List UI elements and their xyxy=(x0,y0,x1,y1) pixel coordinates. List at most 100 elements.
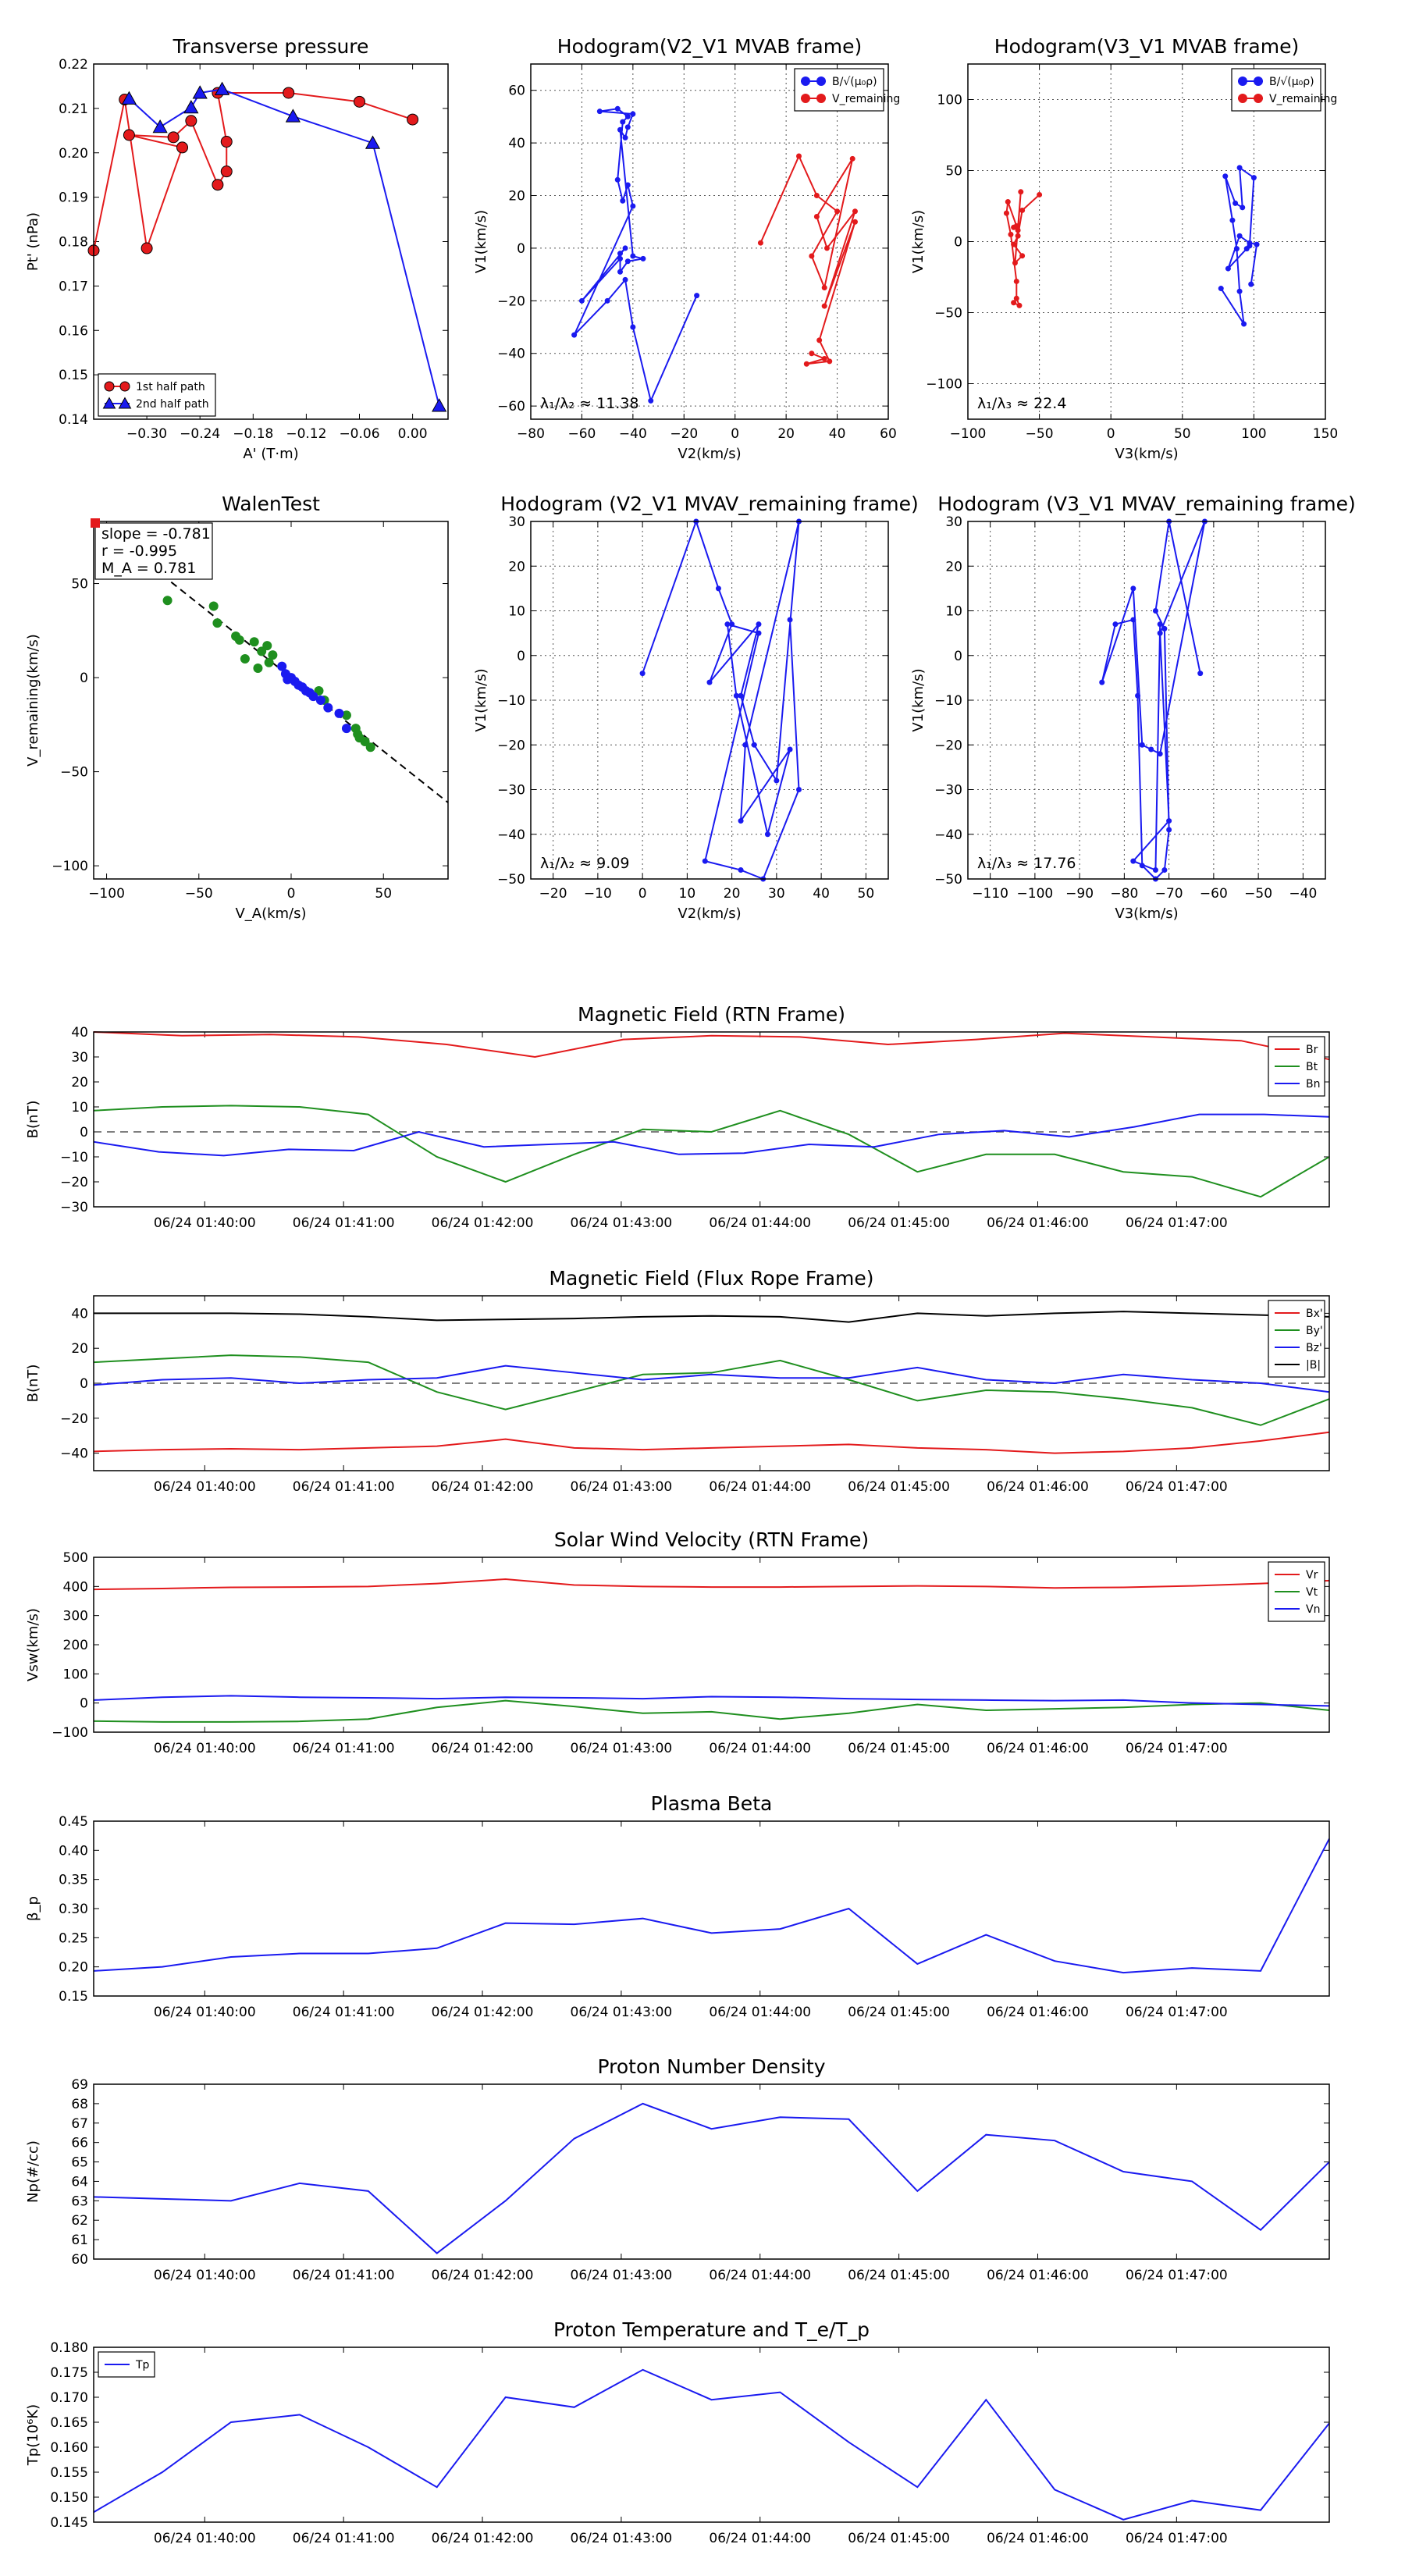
chart-walen: WalenTest −100 −50 0 50 −100 −50 0 50 V_A(km/s) V_… xyxy=(25,493,449,922)
x-tick-label: −0.30 xyxy=(126,426,167,442)
eigenvalue-ratio: λ₁/λ₃ ≈ 22.4 xyxy=(977,395,1066,412)
x-tick-label: 06/24 01:47:00 xyxy=(1126,2005,1228,2020)
y-tick-label: −20 xyxy=(934,738,962,753)
data-point xyxy=(1130,585,1136,592)
data-point xyxy=(706,679,713,685)
x-tick-label: 06/24 01:43:00 xyxy=(571,2268,673,2283)
eigenvalue-ratio: λ₁/λ₃ ≈ 17.76 xyxy=(977,855,1076,872)
y-tick-label: 20 xyxy=(508,559,525,575)
data-point xyxy=(622,245,628,251)
data-point xyxy=(809,350,815,357)
series-line-Bt xyxy=(93,1105,1330,1198)
clipped-marker xyxy=(91,518,100,528)
x-tick-label: −60 xyxy=(1200,886,1228,902)
y-tick-label: −20 xyxy=(60,1175,88,1190)
y-tick-label: 0.20 xyxy=(59,1960,88,1976)
data-point xyxy=(639,671,646,677)
y-tick-label: −30 xyxy=(60,1200,88,1215)
data-point xyxy=(1236,233,1243,239)
data-point xyxy=(1250,175,1257,181)
data-point xyxy=(1003,210,1009,216)
x-tick-label: 06/24 01:46:00 xyxy=(987,1479,1089,1495)
y-tick-label: −100 xyxy=(52,1725,88,1741)
data-point xyxy=(1130,858,1136,864)
x-tick-label: 06/24 01:45:00 xyxy=(848,2531,950,2546)
data-point xyxy=(1236,165,1243,171)
x-tick-label: −0.12 xyxy=(286,426,326,442)
data-point xyxy=(1240,205,1246,211)
x-tick-label: 06/24 01:41:00 xyxy=(293,1215,395,1231)
x-tick-label: 06/24 01:42:00 xyxy=(432,2268,534,2283)
y-tick-label: 200 xyxy=(63,1638,88,1653)
x-tick-label: 06/24 01:44:00 xyxy=(709,1741,811,1756)
x-tick-label: −90 xyxy=(1065,886,1094,902)
data-point xyxy=(1019,207,1026,213)
y-tick-label: 0.155 xyxy=(50,2465,88,2481)
data-point xyxy=(121,91,137,105)
data-point xyxy=(742,742,749,748)
x-tick-label: 06/24 01:43:00 xyxy=(571,1741,673,1756)
data-point xyxy=(738,818,744,824)
x-tick-label: 06/24 01:42:00 xyxy=(432,1479,534,1495)
data-point xyxy=(596,109,603,115)
x-axis-label: V_A(km/s) xyxy=(235,906,306,922)
data-point xyxy=(220,136,233,148)
data-point xyxy=(1015,227,1021,233)
legend-label: Vt xyxy=(1306,1586,1318,1599)
x-tick-label: 06/24 01:46:00 xyxy=(987,1741,1089,1756)
y-tick-label: 61 xyxy=(71,2233,88,2248)
x-tick-label: 150 xyxy=(1313,426,1338,442)
x-tick-label: 06/24 01:40:00 xyxy=(154,1741,256,1756)
series-line-Bx' xyxy=(93,1431,1330,1454)
data-point xyxy=(715,585,721,592)
chart-np: Proton Number Density 60 61 62 63 64 65 66 67 68 6… xyxy=(25,2055,1330,2283)
data-point xyxy=(1013,295,1019,301)
data-point xyxy=(1247,240,1253,246)
x-tick-label: −0.06 xyxy=(339,426,379,442)
data-point xyxy=(214,81,230,95)
data-point xyxy=(1152,867,1158,873)
y-tick-label: −100 xyxy=(926,377,962,393)
chart-title: Magnetic Field (Flux Rope Frame) xyxy=(549,1267,873,1290)
data-point xyxy=(1011,300,1017,306)
y-tick-label: 40 xyxy=(71,1306,88,1322)
data-point xyxy=(796,153,802,159)
data-point xyxy=(1236,288,1243,294)
data-point xyxy=(813,213,820,219)
chart-title: Hodogram(V2_V1 MVAB frame) xyxy=(557,35,862,58)
y-tick-label: 0.15 xyxy=(59,1989,88,2005)
plot-frame xyxy=(93,1820,1330,1997)
y-tick-label: 0.30 xyxy=(59,1902,88,1917)
data-point xyxy=(1018,189,1024,195)
x-tick-label: −50 xyxy=(185,886,213,902)
y-tick-label: 0.19 xyxy=(59,190,88,206)
y-tick-label: 0.17 xyxy=(59,279,88,294)
y-tick-label: 40 xyxy=(71,1025,88,1041)
x-tick-label: 06/24 01:44:00 xyxy=(709,1479,811,1495)
data-point xyxy=(102,397,116,409)
x-tick-label: −80 xyxy=(1110,886,1138,902)
x-tick-label: 20 xyxy=(777,426,795,442)
x-tick-label: 06/24 01:41:00 xyxy=(293,2531,395,2546)
chart-title: Hodogram (V2_V1 MVAV_remaining frame) xyxy=(500,493,919,515)
data-point xyxy=(622,134,628,141)
legend-label: Bn xyxy=(1306,1078,1320,1091)
data-point xyxy=(801,76,810,86)
data-point xyxy=(1243,246,1250,252)
chart-h4: Hodogram (V3_V1 MVAV_remaining frame) −50… xyxy=(910,493,1356,922)
data-point xyxy=(140,242,153,254)
legend-box xyxy=(98,373,216,417)
legend-label: Tp xyxy=(135,2359,150,2371)
data-point xyxy=(341,724,351,734)
data-point xyxy=(821,284,827,290)
data-point xyxy=(787,617,793,623)
data-point xyxy=(622,276,628,283)
series-line-Np xyxy=(93,2102,1330,2254)
x-tick-label: 06/24 01:46:00 xyxy=(987,1215,1089,1231)
data-point xyxy=(614,176,621,183)
data-point xyxy=(852,219,858,225)
y-tick-label: 0 xyxy=(80,671,88,686)
y-tick-label: 0.18 xyxy=(59,235,88,251)
annotation-line: r = -0.995 xyxy=(101,543,177,560)
y-tick-label: −20 xyxy=(60,1411,88,1427)
